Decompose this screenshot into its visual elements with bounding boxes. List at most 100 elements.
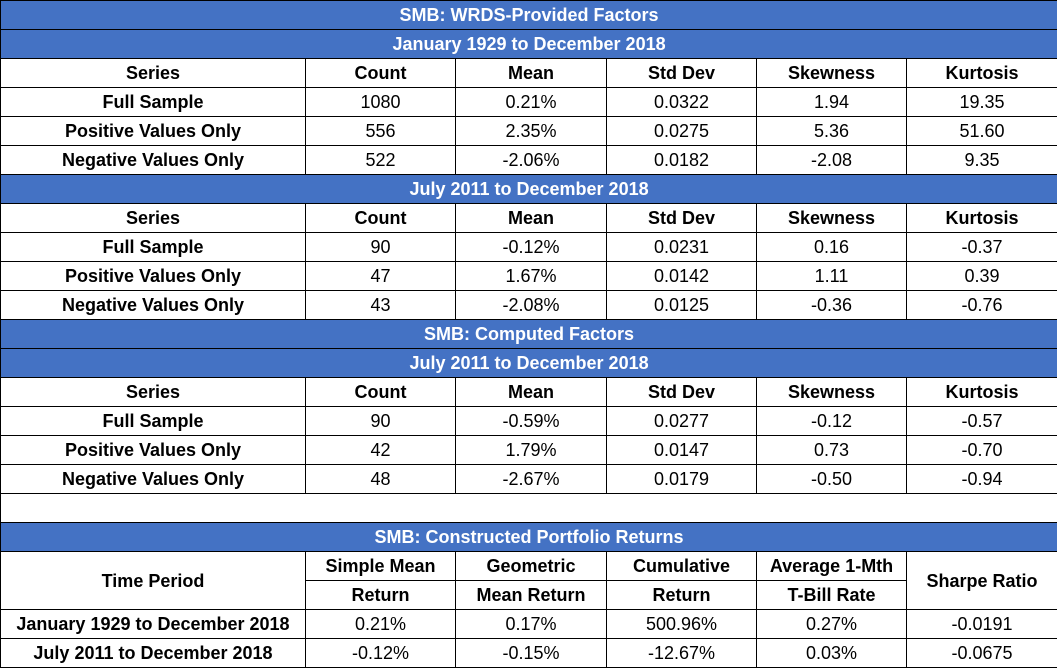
cell-sharpe: -0.0191	[905, 609, 1057, 639]
header-row: Series Count Mean Std Dev Skewness Kurto…	[0, 58, 1057, 88]
header-mean: Mean	[455, 203, 607, 233]
cell-std-dev: 0.0142	[606, 261, 757, 291]
cell-std-dev: 0.0179	[606, 464, 757, 494]
cell-count: 47	[305, 261, 456, 291]
cell-tbill: 0.27%	[756, 609, 907, 639]
header-std-dev: Std Dev	[606, 203, 757, 233]
row-label: Full Sample	[0, 406, 306, 436]
header-skewness: Skewness	[756, 377, 907, 407]
section-title-row: SMB: WRDS-Provided Factors	[0, 0, 1057, 30]
header-tbill-line1: Average 1-Mth	[756, 551, 907, 581]
cell-skewness: 1.94	[756, 87, 907, 117]
cell-cumulative: -12.67%	[606, 638, 757, 668]
cell-count: 556	[305, 116, 456, 146]
header-geometric-line1: Geometric	[455, 551, 607, 581]
cell-kurtosis: -0.76	[905, 290, 1057, 320]
header-kurtosis: Kurtosis	[905, 377, 1057, 407]
row-label: Negative Values Only	[0, 464, 306, 494]
cell-kurtosis: 19.35	[905, 87, 1057, 117]
header-cumulative-line2: Return	[606, 580, 757, 610]
row-label: January 1929 to December 2018	[0, 609, 306, 639]
row-label: Full Sample	[0, 232, 306, 262]
header-count: Count	[305, 203, 456, 233]
cell-sharpe: -0.0675	[905, 638, 1057, 668]
cell-kurtosis: -0.70	[905, 435, 1057, 465]
cell-std-dev: 0.0125	[606, 290, 757, 320]
section-title-constructed: SMB: Constructed Portfolio Returns	[0, 522, 1057, 552]
cell-std-dev: 0.0277	[606, 406, 757, 436]
cell-skewness: -2.08	[756, 145, 907, 175]
header-row: Series Count Mean Std Dev Skewness Kurto…	[0, 203, 1057, 233]
header-simple-mean-line2: Return	[305, 580, 456, 610]
cell-kurtosis: 9.35	[905, 145, 1057, 175]
header-std-dev: Std Dev	[606, 377, 757, 407]
header-series: Series	[0, 377, 306, 407]
portfolio-header-row: Time Period Simple Mean Geometric Cumula…	[0, 551, 1057, 610]
cell-count: 43	[305, 290, 456, 320]
cell-skewness: 0.73	[756, 435, 907, 465]
row-label: Positive Values Only	[0, 116, 306, 146]
header-cumulative-line1: Cumulative	[606, 551, 757, 581]
cell-count: 48	[305, 464, 456, 494]
cell-kurtosis: -0.57	[905, 406, 1057, 436]
cell-geometric-mean: 0.17%	[455, 609, 607, 639]
cell-mean: 0.21%	[455, 87, 607, 117]
period-title-1: January 1929 to December 2018	[0, 29, 1057, 59]
spacer-cell	[0, 493, 1057, 523]
section-title-wrds: SMB: WRDS-Provided Factors	[0, 0, 1057, 30]
cell-cumulative: 500.96%	[606, 609, 757, 639]
cell-std-dev: 0.0322	[606, 87, 757, 117]
cell-mean: -2.08%	[455, 290, 607, 320]
row-label: Positive Values Only	[0, 435, 306, 465]
table-row: Positive Values Only 556 2.35% 0.0275 5.…	[0, 116, 1057, 146]
table-row: Negative Values Only 522 -2.06% 0.0182 -…	[0, 145, 1057, 175]
header-series: Series	[0, 58, 306, 88]
header-skewness: Skewness	[756, 58, 907, 88]
cell-skewness: 5.36	[756, 116, 907, 146]
header-skewness: Skewness	[756, 203, 907, 233]
cell-count: 90	[305, 406, 456, 436]
cell-mean: 2.35%	[455, 116, 607, 146]
header-sharpe-ratio: Sharpe Ratio	[905, 551, 1057, 610]
cell-mean: -2.67%	[455, 464, 607, 494]
table-row: Full Sample 90 -0.59% 0.0277 -0.12 -0.57	[0, 406, 1057, 436]
section-title-computed: SMB: Computed Factors	[0, 319, 1057, 349]
cell-geometric-mean: -0.15%	[455, 638, 607, 668]
row-label: Negative Values Only	[0, 145, 306, 175]
period-row: January 1929 to December 2018	[0, 29, 1057, 59]
row-label: July 2011 to December 2018	[0, 638, 306, 668]
period-title-2: July 2011 to December 2018	[0, 174, 1057, 204]
cell-count: 1080	[305, 87, 456, 117]
cell-mean: 1.67%	[455, 261, 607, 291]
portfolio-header-row-2: Return Mean Return Return T-Bill Rate	[1, 580, 1057, 610]
cell-kurtosis: -0.37	[905, 232, 1057, 262]
header-kurtosis: Kurtosis	[905, 203, 1057, 233]
cell-std-dev: 0.0275	[606, 116, 757, 146]
section-title-row: SMB: Computed Factors	[0, 319, 1057, 349]
cell-tbill: 0.03%	[756, 638, 907, 668]
row-label: Full Sample	[0, 87, 306, 117]
cell-simple-mean: 0.21%	[305, 609, 456, 639]
period-row: July 2011 to December 2018	[0, 348, 1057, 378]
header-std-dev: Std Dev	[606, 58, 757, 88]
spacer-row	[0, 493, 1057, 523]
cell-std-dev: 0.0182	[606, 145, 757, 175]
cell-skewness: -0.12	[756, 406, 907, 436]
table-row: Full Sample 90 -0.12% 0.0231 0.16 -0.37	[0, 232, 1057, 262]
header-simple-mean-line1: Simple Mean	[305, 551, 456, 581]
table-row: Negative Values Only 43 -2.08% 0.0125 -0…	[0, 290, 1057, 320]
header-mean: Mean	[455, 377, 607, 407]
cell-skewness: -0.36	[756, 290, 907, 320]
header-geometric-line2: Mean Return	[455, 580, 607, 610]
cell-std-dev: 0.0231	[606, 232, 757, 262]
header-count: Count	[305, 58, 456, 88]
cell-count: 90	[305, 232, 456, 262]
cell-kurtosis: 51.60	[905, 116, 1057, 146]
cell-skewness: -0.50	[756, 464, 907, 494]
table-row: Full Sample 1080 0.21% 0.0322 1.94 19.35	[0, 87, 1057, 117]
cell-kurtosis: -0.94	[905, 464, 1057, 494]
cell-kurtosis: 0.39	[905, 261, 1057, 291]
row-label: Positive Values Only	[0, 261, 306, 291]
cell-simple-mean: -0.12%	[305, 638, 456, 668]
